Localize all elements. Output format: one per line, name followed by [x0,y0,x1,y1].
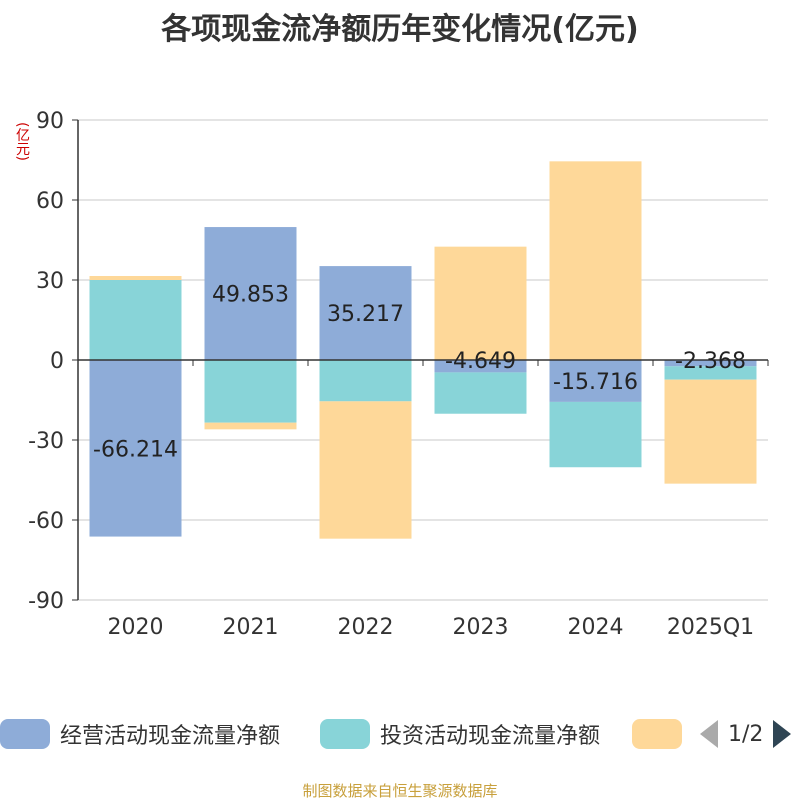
bar-data-label: -15.716 [553,370,638,395]
bar-segment [319,401,412,539]
bar-segment [549,360,642,402]
bar-data-label: 49.853 [212,283,289,308]
bar-segment [204,227,297,360]
pager-prev-icon[interactable] [700,720,718,748]
pager-text: 1/2 [728,721,764,747]
legend-swatch-third-series [632,719,682,749]
y-tick-label: 30 [36,269,64,294]
bar-segment [89,280,182,360]
bar-segment [319,360,412,402]
y-tick-label: -60 [28,509,64,534]
bar-segment [664,360,757,367]
bar-data-label: -66.214 [93,437,178,462]
bar-data-label: -2.368 [675,349,746,374]
bar-data-label: -4.649 [445,349,516,374]
x-category-label: 2022 [338,615,394,640]
bar-segment [319,266,412,360]
legend-pager: 1/2 [700,718,792,750]
y-tick-label: -30 [28,429,64,454]
legend-swatch-operating [0,719,50,749]
legend-label-investing: 投资活动现金流量净额 [380,724,601,749]
legend-item-investing[interactable]: 投资活动现金流量净额 [320,718,600,750]
bar-data-label: 35.217 [327,302,404,327]
legend-item-operating[interactable]: 经营活动现金流量净额 [0,718,280,750]
bar-segment [549,401,642,468]
x-category-label: 2025Q1 [667,615,754,640]
bar-segment [204,360,297,423]
bar-segment [434,360,527,373]
source-note: 制图数据来自恒生聚源数据库 [302,782,498,800]
legend-item-third-series[interactable] [632,718,682,750]
y-axis-unit-label: (亿元) [14,122,30,161]
y-tick-label: 0 [50,349,64,374]
bar-segment [434,246,527,360]
x-category-label: 2024 [568,615,624,640]
bar-segment [549,161,642,360]
bar-segment [664,366,757,380]
bar-segment [434,372,527,414]
y-tick-label: 90 [36,109,64,134]
pager-next-icon[interactable] [773,720,792,748]
stacked-bar-chart: 90 60 30 0 -30 -60 -90 2020 2021 2022 2023 2024 2025… [28,109,769,640]
bar-segment [89,360,182,537]
legend-swatch-investing [320,719,370,749]
chart-title: 各项现金流净额历年变化情况(亿元) [161,12,639,47]
y-tick-label: -90 [28,589,64,614]
x-category-label: 2020 [108,615,164,640]
bar-segment [204,422,297,430]
bar-segment [89,276,182,280]
legend-label-operating: 经营活动现金流量净额 [60,724,281,749]
bar-segment [664,379,757,484]
y-tick-label: 60 [36,189,64,214]
x-category-label: 2021 [223,615,279,640]
x-category-label: 2023 [453,615,509,640]
